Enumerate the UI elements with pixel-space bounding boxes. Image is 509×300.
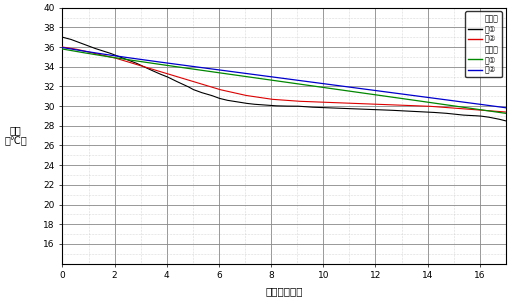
X-axis label: 日数　（日）: 日数 （日） xyxy=(265,286,302,296)
Legend: 計測値, ：①, ：②, 解析値, ：①, ：②: 計測値, ：①, ：②, 解析値, ：①, ：② xyxy=(464,11,501,77)
Y-axis label: 温度
（℃）: 温度 （℃） xyxy=(4,125,27,146)
